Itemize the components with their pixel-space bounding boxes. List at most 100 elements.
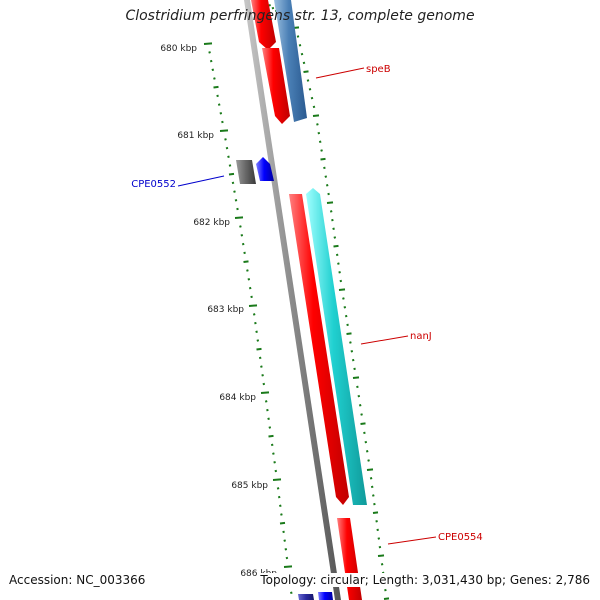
- left-ruler-tick: [268, 426, 272, 429]
- left-ruler-tick: [273, 461, 276, 464]
- right-ruler-tick: [360, 422, 366, 425]
- left-ruler-tick: [279, 504, 282, 508]
- left-ruler-tick: [211, 68, 215, 72]
- right-ruler-tick: [312, 114, 320, 117]
- right-ruler-tick: [378, 545, 382, 549]
- right-ruler-tick: [342, 297, 345, 300]
- left-ruler-tick: [248, 286, 252, 290]
- left-ruler-tick: [246, 269, 249, 272]
- right-ruler-tick: [296, 35, 300, 38]
- left-ruler-tick: [290, 591, 293, 595]
- left-ruler-tick: [260, 391, 270, 394]
- left-ruler-tick: [260, 365, 263, 368]
- gene-block-bottom-navy[interactable]: [298, 594, 314, 600]
- right-ruler-tick: [380, 563, 384, 566]
- left-ruler-tick: [228, 164, 232, 167]
- right-ruler-tick: [351, 358, 355, 362]
- right-ruler-tick: [372, 494, 375, 497]
- gene-arrow-CPE0554-forward[interactable]: [337, 518, 362, 600]
- right-ruler-tick: [349, 341, 352, 344]
- left-ruler-tick: [261, 374, 264, 377]
- left-ruler-tick: [283, 565, 293, 568]
- leader-line-CPE0552: [177, 175, 225, 187]
- left-ruler-tick: [228, 172, 235, 176]
- left-ruler-tick: [279, 521, 286, 525]
- gene-arrow-speB-forward[interactable]: [262, 48, 290, 124]
- gene-label-CPE0552[interactable]: CPE0552: [131, 179, 176, 190]
- right-ruler-tick: [370, 485, 374, 489]
- right-ruler-tick: [320, 157, 326, 161]
- left-ruler-tick: [231, 181, 235, 185]
- gene-block-bottom-blue[interactable]: [318, 592, 333, 600]
- gene-block-gray[interactable]: [236, 160, 256, 184]
- left-ruler-tick: [258, 356, 262, 360]
- right-ruler-tick: [353, 367, 356, 371]
- right-ruler-tick: [350, 350, 354, 353]
- right-ruler-tick: [298, 44, 302, 47]
- right-ruler-tick: [363, 431, 366, 435]
- right-ruler-tick: [323, 166, 326, 170]
- right-ruler-tick: [376, 528, 379, 532]
- right-ruler-tick: [324, 175, 328, 178]
- right-ruler-tick: [331, 218, 334, 222]
- scale-labels: 680 kbp 681 kbp 682 kbp 683 kbp 684 kbp …: [160, 44, 277, 579]
- left-ruler-tick: [283, 539, 286, 542]
- left-ruler-tick: [285, 556, 289, 560]
- tick-label-682: 682 kbp: [193, 218, 230, 228]
- left-ruler-tick: [234, 199, 238, 202]
- right-ruler-tick: [377, 537, 381, 540]
- genome-backbone: [244, 0, 341, 600]
- gene-arrow-upper-red-a[interactable]: [251, 0, 276, 50]
- left-ruler-tick: [216, 94, 219, 98]
- left-ruler-tick: [250, 295, 253, 299]
- left-ruler-tick: [262, 382, 266, 386]
- left-ruler-tick: [256, 347, 262, 351]
- gene-arrow-nanJ-forward[interactable]: [289, 194, 349, 505]
- gene-arrow-nanJ[interactable]: [306, 188, 367, 505]
- tick-label-684: 684 kbp: [219, 393, 256, 403]
- right-ruler-tick: [369, 477, 373, 480]
- right-ruler-tick: [318, 140, 322, 144]
- left-ruler-tick: [267, 417, 270, 421]
- right-ruler-tick: [339, 279, 343, 283]
- leader-line-nanJ: [360, 335, 409, 345]
- left-ruler-tick: [276, 487, 280, 490]
- genome-title: Clostridium perfringens str. 13, complet…: [125, 8, 475, 24]
- right-ruler-tick: [346, 323, 349, 327]
- right-ruler-tick: [326, 201, 334, 204]
- left-ruler-tick: [254, 321, 257, 325]
- left-ruler-tick: [284, 548, 288, 551]
- right-ruler-tick: [356, 385, 359, 389]
- left-ruler-tick: [243, 260, 249, 263]
- left-ruler-tick: [272, 478, 282, 481]
- right-ruler-tick: [333, 236, 337, 239]
- left-ruler-tick: [270, 443, 274, 447]
- left-ruler-tick: [224, 138, 227, 141]
- right-ruler-tick: [329, 210, 333, 213]
- right-ruler-tick: [360, 413, 363, 416]
- right-ruler-tick: [308, 88, 312, 91]
- tick-label-685: 685 kbp: [231, 481, 268, 491]
- right-ruler-tick: [320, 149, 323, 152]
- left-ruler-tick: [277, 495, 281, 499]
- gene-label-CPE0554[interactable]: CPE0554: [438, 532, 483, 543]
- right-ruler-tick: [365, 450, 369, 453]
- gene-arrow-speB[interactable]: [274, 0, 307, 122]
- right-ruler-tick: [357, 394, 361, 398]
- tick-label-681: 681 kbp: [177, 131, 214, 141]
- right-ruler-tick: [343, 306, 347, 309]
- leader-line-CPE0554: [387, 536, 437, 545]
- right-ruler-tick: [310, 96, 314, 100]
- left-ruler-tick: [280, 513, 283, 516]
- left-ruler-tick: [213, 77, 216, 80]
- left-ruler-tick: [219, 129, 229, 132]
- gene-arrow-CPE0552[interactable]: [256, 157, 274, 181]
- right-ruler-tick: [372, 511, 379, 514]
- left-ruler-tick: [248, 304, 258, 307]
- gene-label-speB[interactable]: speB: [366, 64, 391, 75]
- left-ruler-tick: [247, 278, 251, 281]
- left-ruler-tick: [221, 120, 224, 124]
- gene-label-nanJ[interactable]: nanJ: [410, 331, 432, 342]
- right-ruler-tick: [346, 332, 352, 335]
